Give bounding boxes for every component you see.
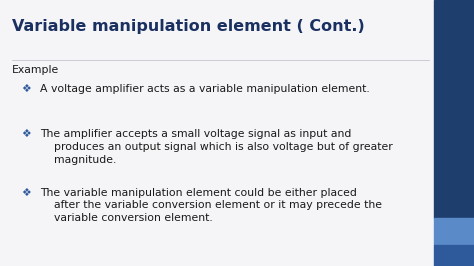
Text: Variable manipulation element ( Cont.): Variable manipulation element ( Cont.) bbox=[12, 19, 365, 34]
Text: The amplifier accepts a small voltage signal as input and
    produces an output: The amplifier accepts a small voltage si… bbox=[40, 129, 393, 165]
Text: Example: Example bbox=[12, 65, 59, 75]
Text: A voltage amplifier acts as a variable manipulation element.: A voltage amplifier acts as a variable m… bbox=[40, 84, 370, 94]
Text: ❖: ❖ bbox=[21, 188, 31, 198]
Bar bbox=[434, 245, 474, 266]
Text: ❖: ❖ bbox=[21, 84, 31, 94]
Bar bbox=[434, 218, 474, 245]
Text: ❖: ❖ bbox=[21, 129, 31, 139]
Bar bbox=[434, 0, 474, 218]
Text: The variable manipulation element could be either placed
    after the variable : The variable manipulation element could … bbox=[40, 188, 383, 223]
